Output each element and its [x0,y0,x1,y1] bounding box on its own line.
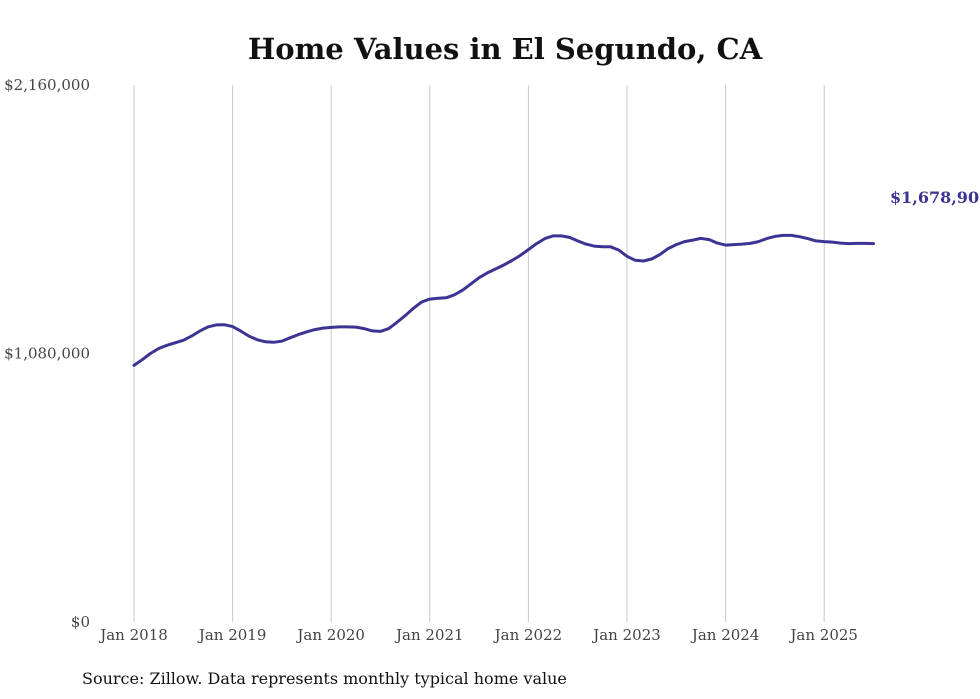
x-tick-label: Jan 2024 [690,626,760,644]
x-tick-label: Jan 2021 [394,626,464,644]
latest-value-label: $1,678,907 [890,188,980,207]
chart-title: Home Values in El Segundo, CA [248,32,763,66]
source-note: Source: Zillow. Data represents monthly … [82,669,567,688]
home-value-line [132,233,875,367]
y-tick-label: $1,080,000 [4,345,90,363]
y-tick-label: $0 [71,613,90,631]
x-tick-label: Jan 2025 [788,626,858,644]
y-tick-label: $2,160,000 [4,76,90,94]
gridlines [133,85,825,622]
x-axis-ticks: Jan 2018 Jan 2019 Jan 2020 Jan 2021 Jan 2022… [98,626,858,644]
x-tick-label: Jan 2019 [197,626,267,644]
x-tick-label: Jan 2020 [295,626,365,644]
x-tick-label: Jan 2018 [98,626,168,644]
y-axis-ticks: $0 $1,080,000 $2,160,000 [4,76,90,631]
x-tick-label: Jan 2022 [493,626,563,644]
x-tick-label: Jan 2023 [591,626,661,644]
